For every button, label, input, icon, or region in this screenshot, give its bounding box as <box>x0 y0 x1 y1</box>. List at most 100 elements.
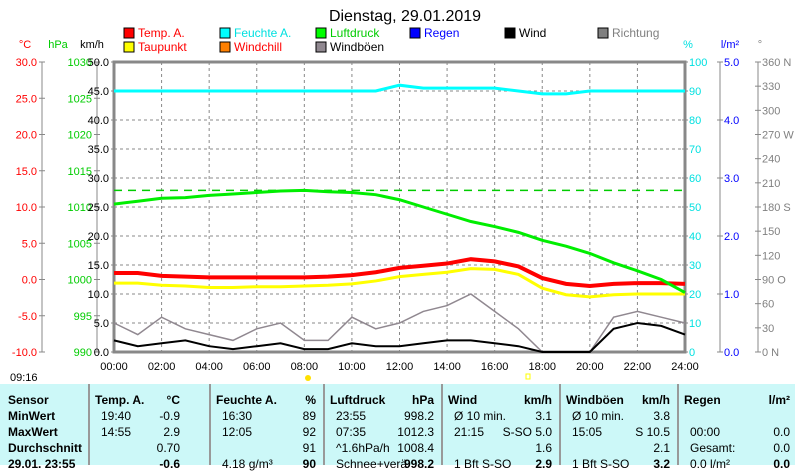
x-tick-label: 00:00 <box>100 361 128 373</box>
direction-tick-label: 210 <box>762 178 780 190</box>
direction-tick-label: 240 <box>762 154 780 166</box>
x-tick-label: 16:00 <box>481 361 509 373</box>
column-divider <box>323 384 325 465</box>
legend-label: Feuchte A. <box>234 26 291 40</box>
wind-tick-label: 10.0 <box>88 289 109 301</box>
direction-tick-label: 90 O <box>762 275 786 287</box>
rain-unit-label: l/m² <box>721 39 740 51</box>
column-divider <box>441 384 443 465</box>
column-divider <box>88 384 90 465</box>
cell-label: 23:55 <box>336 409 367 423</box>
x-tick-label: 12:00 <box>386 361 414 373</box>
series-luftdruck <box>113 188 686 294</box>
column-unit: km/h <box>523 393 552 407</box>
legend-swatch <box>504 27 516 39</box>
rain-tick-label: 4.0 <box>724 115 739 127</box>
cell-value: 3.1 <box>535 409 552 423</box>
humidity-unit-label: % <box>683 39 693 51</box>
cell-value: 2.9 <box>535 457 552 471</box>
weather-chart: Dienstag, 29.01.2019 00:00 02:00 04:00 06:00… <box>10 8 794 384</box>
column-header: Luftdruck <box>330 393 386 407</box>
humidity-tick-label: 0 <box>689 347 695 359</box>
rain-tick-label: 2.0 <box>724 231 739 243</box>
cell-value: 2.1 <box>653 441 670 455</box>
temp-tick-label: -5.0 <box>18 311 37 323</box>
rain-tick-label: 1.0 <box>724 289 739 301</box>
column-unit: km/h <box>641 393 670 407</box>
humidity-tick-label: 70 <box>689 144 701 156</box>
legend-swatch <box>315 27 327 39</box>
column-divider <box>559 384 561 465</box>
series-wind <box>113 321 686 353</box>
wind-tick-label: 40.0 <box>88 115 109 127</box>
rain-tick-label: 5.0 <box>724 57 739 69</box>
humidity-tick-label: 10 <box>689 318 701 330</box>
cell-value: 1012.3 <box>397 425 434 439</box>
direction-tick-label: 300 <box>762 105 780 117</box>
series-tempa <box>114 257 686 289</box>
wind-tick-label: 15.0 <box>88 260 109 272</box>
humidity-tick-label: 100 <box>689 57 707 69</box>
cell-value: -0.6 <box>159 457 180 471</box>
legend-swatch <box>123 41 135 53</box>
sun-icon <box>305 375 311 381</box>
cell-label: Ø 10 min. <box>454 409 507 423</box>
cell-value: 1008.4 <box>397 441 434 455</box>
legend-label: Luftdruck <box>330 26 380 40</box>
legend-swatch <box>315 41 327 53</box>
column-unit: hPa <box>411 393 434 407</box>
legend-label: Windchill <box>234 40 282 54</box>
cell-value: 0.0 <box>773 457 790 471</box>
cell-label: 21:15 <box>454 425 485 439</box>
cell-value: 0.70 <box>156 441 180 455</box>
temp-tick-label: 5.0 <box>22 238 37 250</box>
wind-tick-label: 0.0 <box>94 347 109 359</box>
pressure-tick-label: 1000 <box>68 275 92 287</box>
x-tick-label: 04:00 <box>195 361 223 373</box>
pressure-tick-label: 1025 <box>68 93 92 105</box>
cell-value: S 10.5 <box>635 425 670 439</box>
pressure-tick-label: 1005 <box>68 238 92 250</box>
column-header: Feuchte A. <box>216 393 277 407</box>
temp-tick-label: 25.0 <box>16 93 37 105</box>
x-tick-label: 10:00 <box>338 361 366 373</box>
cell-value: -0.9 <box>159 409 180 423</box>
wind-tick-label: 20.0 <box>88 231 109 243</box>
cell-value: 998.2 <box>403 409 434 423</box>
temp-tick-label: 15.0 <box>16 166 37 178</box>
rain-tick-label: 0.0 <box>724 347 739 359</box>
cell-value <box>684 408 790 424</box>
direction-tick-label: 270 W <box>762 130 794 142</box>
row-label: MaxWert <box>8 425 58 439</box>
cell-value: 0.0 <box>773 441 790 455</box>
humidity-tick-label: 30 <box>689 260 701 272</box>
stats-table: Sensor MinWert MaxWert Durchschnitt 29.01. 2… <box>0 384 795 471</box>
column-header: Temp. A. <box>95 393 145 407</box>
cell-value: 90 <box>302 457 316 471</box>
legend-label: Regen <box>424 26 459 40</box>
humidity-tick-label: 90 <box>689 86 701 98</box>
x-tick-label: 22:00 <box>624 361 652 373</box>
direction-unit-label: ° <box>758 39 762 51</box>
legend-swatch <box>219 41 231 53</box>
cell-value: 3.8 <box>653 409 670 423</box>
direction-tick-label: 120 <box>762 250 780 262</box>
legend-swatch <box>219 27 231 39</box>
column-unit: % <box>305 393 316 407</box>
legend-swatch <box>409 27 421 39</box>
cell-value: 92 <box>302 425 316 439</box>
x-tick-label: 20:00 <box>576 361 604 373</box>
sunrise-time: 09:16 <box>10 372 38 384</box>
legend-swatch <box>597 27 609 39</box>
direction-tick-label: 360 N <box>762 57 791 69</box>
temp-tick-label: -10.0 <box>12 347 37 359</box>
x-tick-label: 08:00 <box>291 361 319 373</box>
legend-swatch <box>123 27 135 39</box>
temp-tick-label: 10.0 <box>16 202 37 214</box>
humidity-tick-label: 40 <box>689 231 701 243</box>
series-feuchtea <box>114 83 685 96</box>
column-header: Regen <box>684 393 721 407</box>
legend-label: Taupunkt <box>138 40 187 54</box>
direction-tick-label: 30 <box>762 323 774 335</box>
x-tick-label: 24:00 <box>671 361 699 373</box>
